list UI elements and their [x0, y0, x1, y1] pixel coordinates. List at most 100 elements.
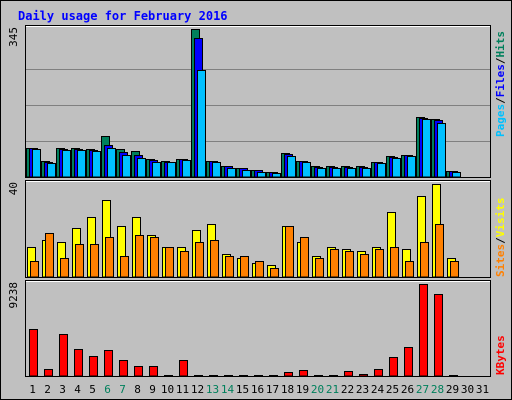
bar-sites-day-15 — [240, 256, 249, 278]
bar-pages-day-27 — [422, 119, 431, 178]
bar-sites-day-8 — [135, 235, 144, 278]
bar-sites-day-6 — [105, 237, 114, 278]
x-tick-label-17: 17 — [266, 383, 279, 396]
x-tick-label-9: 9 — [149, 383, 156, 396]
bar-sites-day-19 — [300, 237, 309, 278]
x-tick-label-31: 31 — [476, 383, 489, 396]
bar-kbytes-day-11 — [179, 360, 188, 377]
x-tick-label-24: 24 — [371, 383, 385, 396]
bar-kbytes-day-28 — [434, 294, 443, 377]
x-tick-label-23: 23 — [356, 383, 369, 396]
bar-kbytes-day-6 — [104, 350, 113, 377]
bar-pages-day-3 — [62, 150, 71, 178]
bar-kbytes-day-12 — [194, 375, 203, 377]
bar-pages-day-2 — [47, 163, 56, 178]
x-tick-label-4: 4 — [74, 383, 81, 396]
x-tick-label-15: 15 — [236, 383, 249, 396]
bar-pages-day-21 — [332, 168, 341, 178]
bar-sites-day-17 — [270, 268, 279, 278]
bar-pages-day-12 — [197, 70, 206, 178]
bar-pages-day-17 — [272, 173, 281, 178]
bar-pages-day-18 — [287, 156, 296, 178]
bar-sites-day-4 — [75, 244, 84, 278]
x-tick-label-27: 27 — [416, 383, 429, 396]
bar-pages-day-13 — [212, 162, 221, 178]
x-tick-label-12: 12 — [191, 383, 204, 396]
bar-pages-day-11 — [182, 160, 191, 178]
legend-entry: Files — [494, 64, 507, 97]
legend-entry: / — [494, 57, 507, 64]
bar-kbytes-day-18 — [284, 372, 293, 377]
legend-entry: Pages — [494, 104, 507, 137]
x-tick-label-20: 20 — [311, 383, 324, 396]
x-axis-labels: 1 2 3 4 5 6 7 8 9 10 11 12 13 14 15 16 17 18 19 20 21 22 23 24 2… — [29, 383, 489, 396]
bar-sites-day-3 — [60, 258, 69, 278]
bar-kbytes-day-23 — [359, 374, 368, 377]
legend-entry: Hits — [494, 31, 507, 58]
bar-pages-day-6 — [107, 148, 116, 178]
bar-pages-day-15 — [242, 170, 251, 178]
bar-pages-day-28 — [437, 123, 446, 178]
x-tick-label-11: 11 — [176, 383, 189, 396]
bar-pages-day-26 — [407, 156, 416, 178]
chart-panels: 345Pages/Files/Hits40Sites/Visits9238KBy… — [7, 25, 507, 377]
chart-title: Daily usage for February 2016 — [18, 9, 228, 23]
x-tick-label-6: 6 — [104, 383, 111, 396]
bar-sites-day-20 — [315, 258, 324, 278]
bar-pages-day-7 — [122, 155, 131, 178]
y-max-label: 40 — [7, 182, 20, 195]
bar-sites-day-13 — [210, 240, 219, 278]
x-tick-label-28: 28 — [431, 383, 444, 396]
bar-kbytes-day-7 — [119, 360, 128, 377]
bar-sites-day-16 — [255, 261, 264, 278]
bar-kbytes-day-17 — [269, 375, 278, 377]
x-tick-label-3: 3 — [59, 383, 66, 396]
bar-pages-day-25 — [392, 158, 401, 178]
x-tick-label-29: 29 — [446, 383, 459, 396]
bar-sites-day-28 — [435, 224, 444, 278]
y-max-label: 9238 — [7, 282, 20, 309]
bar-pages-day-5 — [92, 151, 101, 178]
bar-sites-day-12 — [195, 242, 204, 278]
bar-kbytes-day-9 — [149, 366, 158, 377]
x-tick-label-30: 30 — [461, 383, 474, 396]
bar-sites-day-22 — [345, 251, 354, 278]
bar-kbytes-day-4 — [74, 349, 83, 377]
bar-sites-day-18 — [285, 226, 294, 278]
bar-sites-day-23 — [360, 254, 369, 278]
x-tick-label-13: 13 — [206, 383, 219, 396]
x-tick-label-14: 14 — [221, 383, 235, 396]
legend: Sites/Visits — [494, 198, 507, 278]
legend-entry: KBytes — [494, 335, 507, 375]
legend-entry: / — [494, 237, 507, 244]
bar-sites-day-29 — [450, 261, 459, 278]
bar-pages-day-29 — [452, 172, 461, 178]
x-tick-label-7: 7 — [119, 383, 126, 396]
bar-kbytes-day-24 — [374, 369, 383, 377]
bar-sites-day-24 — [375, 249, 384, 278]
bar-kbytes-day-27 — [419, 284, 428, 377]
x-tick-label-16: 16 — [251, 383, 264, 396]
x-tick-label-10: 10 — [161, 383, 174, 396]
x-tick-label-26: 26 — [401, 383, 414, 396]
bar-kbytes-day-22 — [344, 371, 353, 377]
bar-sites-day-7 — [120, 256, 129, 278]
bar-sites-day-10 — [165, 247, 174, 278]
bar-sites-day-25 — [390, 247, 399, 278]
bar-pages-day-10 — [167, 162, 176, 178]
bar-kbytes-day-29 — [449, 375, 458, 377]
bar-sites-day-14 — [225, 256, 234, 278]
x-tick-label-1: 1 — [29, 383, 36, 396]
bar-kbytes-day-1 — [29, 329, 38, 377]
bar-kbytes-day-19 — [299, 370, 308, 377]
bar-pages-day-24 — [377, 163, 386, 178]
bar-sites-day-5 — [90, 244, 99, 278]
bar-pages-day-9 — [152, 162, 161, 178]
bar-pages-day-23 — [362, 168, 371, 178]
bar-kbytes-day-21 — [329, 375, 338, 377]
bar-pages-day-4 — [77, 150, 86, 178]
x-tick-label-8: 8 — [134, 383, 141, 396]
legend-entry: Visits — [494, 198, 507, 238]
bar-kbytes-day-3 — [59, 334, 68, 377]
